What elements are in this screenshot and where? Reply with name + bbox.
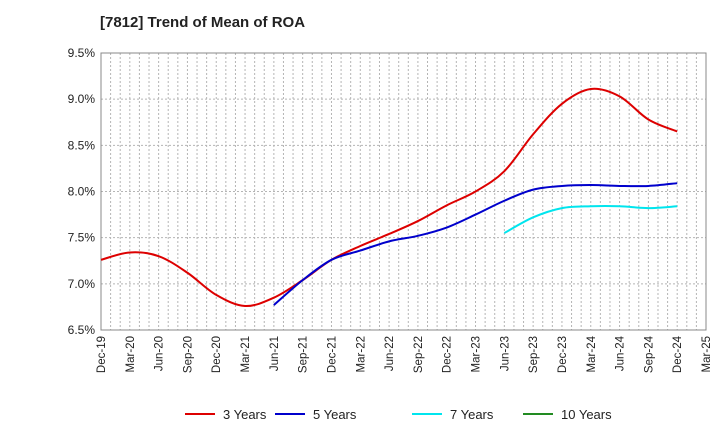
x-tick-label: Dec-23 <box>557 336 569 373</box>
x-tick-label: Mar-20 <box>125 336 137 372</box>
x-tick-label: Dec-24 <box>672 335 684 373</box>
y-tick-label: 9.5% <box>68 46 96 60</box>
x-tick-label: Dec-22 <box>442 336 454 373</box>
x-tick-label: Dec-19 <box>96 336 108 373</box>
x-tick-label: Jun-23 <box>499 336 511 371</box>
x-tick-label: Mar-25 <box>701 336 713 372</box>
plot-border <box>100 52 707 331</box>
x-tick-label: Jun-20 <box>154 336 166 371</box>
x-tick-label: Sep-24 <box>643 335 655 373</box>
x-tick-label: Mar-24 <box>586 335 598 372</box>
series-line-3-years <box>100 87 678 307</box>
x-tick-label: Dec-20 <box>211 336 223 373</box>
y-tick-label: 8.5% <box>68 138 96 152</box>
x-tick-label: Sep-22 <box>413 336 425 373</box>
x-tick-label: Mar-23 <box>471 336 483 372</box>
y-tick-label: 9.0% <box>68 92 96 106</box>
x-tick-label: Sep-23 <box>528 336 540 373</box>
x-tick-label: Mar-22 <box>355 336 367 372</box>
legend-label-5-years: 5 Years <box>313 407 357 422</box>
x-tick-label: Sep-20 <box>182 336 194 373</box>
x-tick-label: Jun-21 <box>269 336 281 371</box>
y-tick-label: 8.0% <box>68 185 96 199</box>
x-tick-label: Dec-21 <box>326 336 338 373</box>
x-tick-label: Jun-22 <box>384 336 396 371</box>
x-tick-label: Sep-21 <box>298 336 310 373</box>
y-tick-label: 7.0% <box>68 277 96 291</box>
legend-label-10-years: 10 Years <box>561 407 612 422</box>
series-line-5-years <box>273 182 678 306</box>
chart-title: [7812] Trend of Mean of ROA <box>100 14 306 31</box>
legend-label-7-years: 7 Years <box>450 407 494 422</box>
y-tick-label: 6.5% <box>68 323 96 337</box>
y-tick-label: 7.5% <box>68 231 96 245</box>
x-tick-label: Jun-24 <box>615 335 627 371</box>
x-tick-label: Mar-21 <box>240 336 252 372</box>
legend-label-3-years: 3 Years <box>223 407 267 422</box>
series-line-7-years <box>503 205 678 234</box>
